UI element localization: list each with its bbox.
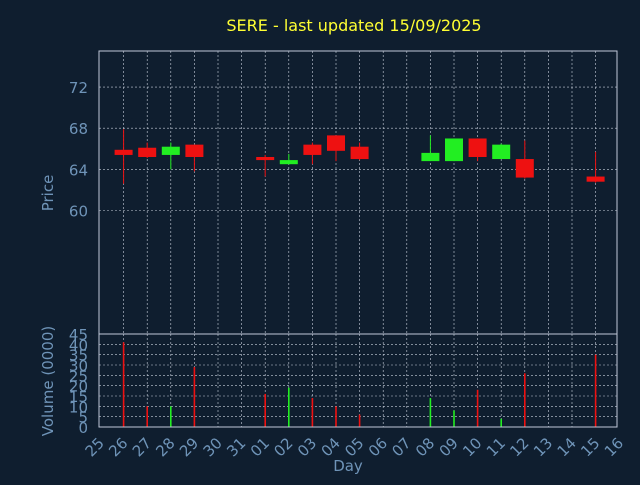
price-grid [99,51,617,334]
price-tick-label: 60 [69,203,88,221]
volume-tick-label: 25 [69,367,88,385]
volume-bar [335,406,337,427]
volume-bar [524,373,526,427]
volume-tick-label: 15 [69,388,88,406]
candle-body [350,146,369,160]
candle-body [279,160,298,165]
x-axis-label: Day [333,457,363,475]
candle-body [256,156,275,161]
volume-tick-label: 45 [69,326,88,344]
volume-bar [476,389,479,427]
candle-body [492,144,511,160]
candle-body [445,138,463,162]
volume-tick-label: 10 [69,398,88,416]
volume-tick-label: 40 [69,336,88,354]
volume-bar [146,406,148,427]
candle-body [138,147,157,157]
candle-body [185,144,204,157]
price-axis-label: Price [39,175,57,212]
candle-body [303,144,322,155]
candle-body [114,149,133,155]
price-panel: 60 64 68 72 Price [39,50,618,335]
candle-body [586,176,605,182]
volume-bar [429,398,432,427]
volume-tick-label: 35 [69,347,88,365]
volume-tick-label: 30 [69,357,88,375]
volume-tick-label: 0 [78,419,88,437]
price-y-ticks: 60 64 68 72 [69,79,88,220]
volume-bar [122,342,125,427]
price-tick-label: 64 [69,161,88,179]
volume-tick-label: 20 [69,378,88,396]
volume-bar [311,398,314,427]
candle-body [468,138,487,157]
candle-body [515,159,534,178]
candle-body [327,135,345,151]
candle-body [421,152,440,162]
volume-axis-label: Volume (0000) [39,326,57,436]
price-candles [114,129,605,184]
price-tick-label: 72 [69,79,88,97]
volume-bar [170,406,172,427]
volume-bar [358,414,361,427]
candle-body [161,146,180,155]
chart-title: SERE - last updated 15/09/2025 [226,16,481,35]
volume-bar [193,367,196,427]
volume-tick-label: 5 [78,409,88,427]
volume-bars [122,342,597,427]
volume-bar [500,418,502,427]
volume-bar [453,410,455,427]
volume-bar [264,393,266,427]
volume-bar [594,354,597,427]
price-tick-label: 68 [69,120,88,138]
volume-bar [288,387,290,427]
volume-frame [98,333,618,428]
